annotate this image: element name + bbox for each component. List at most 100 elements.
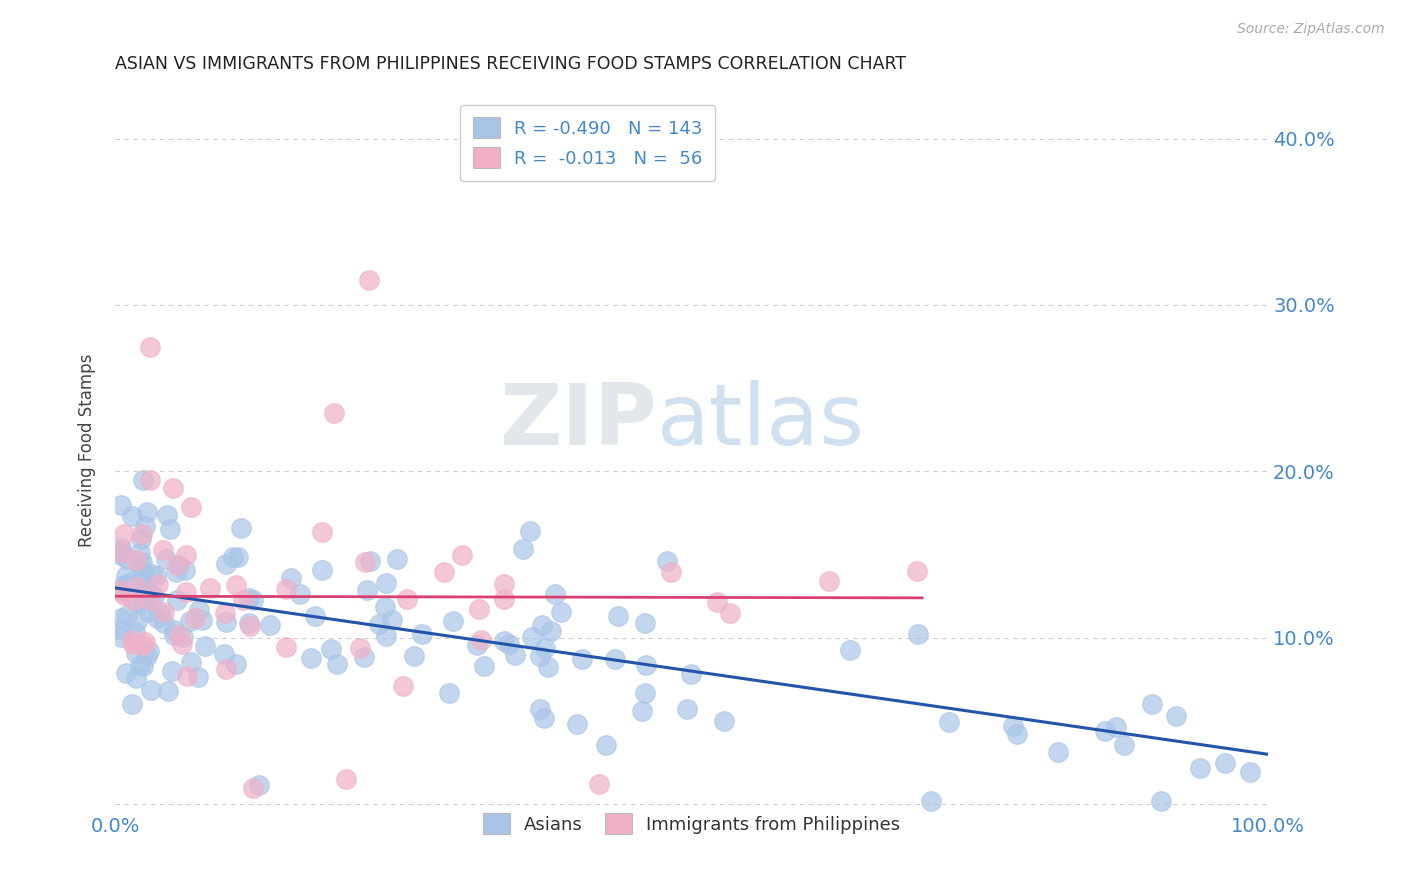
Point [121, 632, 143, 647]
Point [188, 603, 211, 617]
Point [131, 527, 153, 541]
Point [145, 569, 167, 583]
Point [143, 590, 166, 604]
Point [354, 555, 377, 569]
Point [631, 704, 654, 718]
Point [166, 592, 188, 607]
Point [385, 552, 408, 566]
Point [115, 666, 138, 681]
Point [321, 641, 343, 656]
Point [588, 777, 610, 791]
Point [129, 546, 152, 560]
Point [595, 738, 617, 752]
Point [634, 615, 657, 630]
Point [120, 578, 142, 592]
Point [392, 679, 415, 693]
Point [349, 641, 371, 656]
Point [110, 630, 132, 644]
Point [311, 563, 333, 577]
Point [411, 627, 433, 641]
Y-axis label: Receiving Food Stamps: Receiving Food Stamps [79, 354, 96, 548]
Point [128, 559, 150, 574]
Point [1189, 761, 1212, 775]
Point [451, 548, 474, 562]
Point [706, 595, 728, 609]
Point [375, 576, 398, 591]
Point [214, 647, 236, 661]
Point [713, 714, 735, 728]
Point [228, 549, 250, 564]
Point [468, 602, 491, 616]
Point [152, 605, 174, 619]
Point [242, 780, 264, 795]
Point [138, 644, 160, 658]
Point [112, 588, 135, 602]
Point [242, 592, 264, 607]
Point [121, 697, 143, 711]
Point [439, 686, 461, 700]
Point [606, 609, 628, 624]
Point [138, 586, 160, 600]
Point [110, 582, 132, 597]
Point [274, 640, 297, 654]
Point [110, 545, 132, 559]
Point [441, 614, 464, 628]
Point [838, 643, 860, 657]
Point [238, 591, 260, 605]
Point [215, 615, 238, 629]
Point [222, 550, 245, 565]
Point [174, 549, 197, 563]
Point [229, 521, 252, 535]
Point [132, 659, 155, 673]
Point [136, 648, 159, 663]
Point [1164, 708, 1187, 723]
Point [152, 542, 174, 557]
Point [132, 596, 155, 610]
Point [1114, 738, 1136, 752]
Point [920, 794, 942, 808]
Point [131, 555, 153, 569]
Point [167, 558, 190, 573]
Point [112, 578, 135, 592]
Point [465, 638, 488, 652]
Point [323, 406, 346, 420]
Point [529, 702, 551, 716]
Point [166, 558, 188, 573]
Point [134, 519, 156, 533]
Point [472, 658, 495, 673]
Point [110, 545, 132, 559]
Point [534, 641, 557, 656]
Point [174, 584, 197, 599]
Point [214, 557, 236, 571]
Point [187, 670, 209, 684]
Point [571, 652, 593, 666]
Point [225, 657, 247, 671]
Point [533, 711, 555, 725]
Point [122, 637, 145, 651]
Point [402, 648, 425, 663]
Point [163, 628, 186, 642]
Point [138, 473, 160, 487]
Point [907, 627, 929, 641]
Point [125, 596, 148, 610]
Point [135, 581, 157, 595]
Point [136, 505, 159, 519]
Point [172, 637, 194, 651]
Point [905, 564, 928, 578]
Point [492, 591, 515, 606]
Legend: Asians, Immigrants from Philippines: Asians, Immigrants from Philippines [474, 805, 910, 843]
Point [1094, 724, 1116, 739]
Point [274, 582, 297, 596]
Point [239, 619, 262, 633]
Point [396, 591, 419, 606]
Point [368, 617, 391, 632]
Point [118, 576, 141, 591]
Point [127, 614, 149, 628]
Point [356, 583, 378, 598]
Point [129, 533, 152, 547]
Point [138, 605, 160, 619]
Point [603, 652, 626, 666]
Point [118, 579, 141, 593]
Point [1046, 745, 1069, 759]
Point [155, 552, 177, 566]
